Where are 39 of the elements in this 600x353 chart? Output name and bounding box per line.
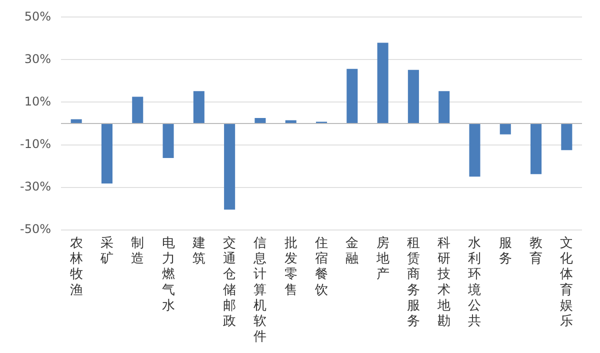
bar (101, 124, 112, 184)
y-tick-label: 10% (24, 94, 51, 108)
bar (346, 68, 358, 123)
bar (224, 124, 236, 210)
x-tick-label: 批发零售 (284, 236, 298, 298)
y-tick-label: 50% (24, 9, 51, 24)
bar (193, 91, 204, 123)
bar (162, 124, 174, 158)
bar (132, 96, 144, 123)
bar (285, 120, 296, 123)
bar (377, 42, 388, 123)
bar (561, 124, 572, 150)
x-tick-label: 建筑 (191, 236, 206, 267)
x-tick-label: 住宿餐饮 (314, 236, 328, 298)
bar (408, 70, 419, 123)
bar (530, 124, 542, 174)
y-tick-label: -10% (20, 136, 51, 151)
bar (70, 119, 82, 123)
x-tick-label: 科研技术地勘 (436, 236, 451, 329)
x-tick-label: 房地产 (375, 234, 390, 282)
bar (469, 124, 480, 177)
y-tick-label: 30% (24, 52, 51, 66)
bar (254, 118, 266, 123)
y-tick-label: -30% (20, 179, 51, 194)
x-tick-label: 服务 (498, 236, 512, 267)
bar (500, 124, 511, 134)
x-tick-label: 租赁商务服务 (406, 236, 420, 329)
x-tick-label: 制造 (131, 236, 144, 267)
x-tick-label: 农林牧渔 (68, 236, 83, 298)
x-tick-label: 文化体育娱乐 (560, 236, 574, 329)
x-tick-label: 金融 (346, 236, 359, 267)
x-tick-label: 信息计算机软件 (252, 236, 267, 345)
x-tick-label: 交通仓储邮政 (223, 234, 236, 329)
x-tick-label: 采矿 (99, 236, 114, 267)
bar (438, 91, 450, 123)
y-tick-label: -50% (20, 222, 51, 236)
x-tick-label: 水利环境公共 (467, 236, 482, 329)
x-tick-label: 教育 (530, 236, 543, 267)
x-tick-label: 电力燃气水 (162, 236, 175, 314)
